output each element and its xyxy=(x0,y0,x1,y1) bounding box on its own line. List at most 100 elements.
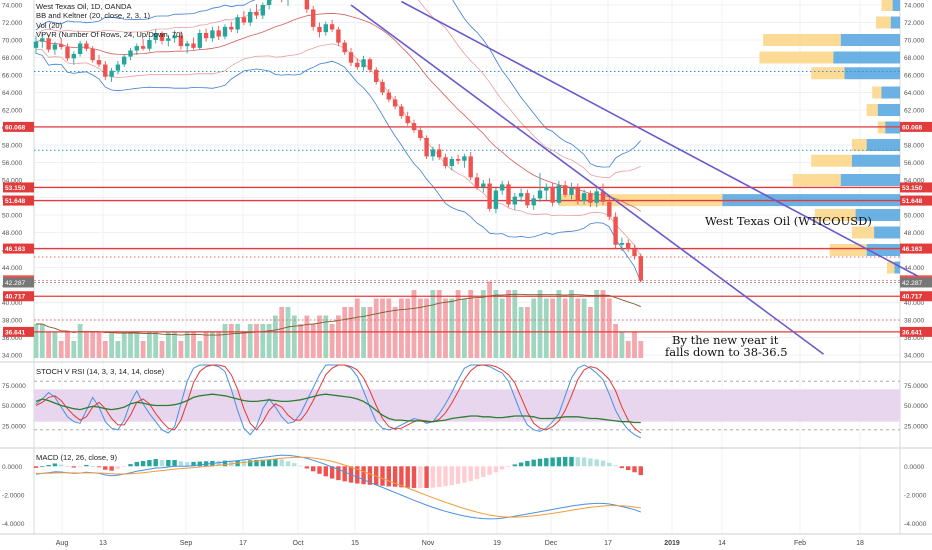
candle-body xyxy=(323,24,328,33)
candle-body xyxy=(235,17,240,30)
level-tag-right-text: 51.648 xyxy=(902,198,923,205)
volume-bar xyxy=(77,324,83,358)
candle-body xyxy=(556,185,562,203)
volume-bar xyxy=(480,290,486,358)
macd-histogram-bar xyxy=(178,461,184,467)
macd-histogram-bar xyxy=(632,466,637,473)
volume-bar xyxy=(147,332,152,358)
level-tag-right-text: 46.163 xyxy=(902,246,923,253)
candle-body xyxy=(392,99,398,107)
macd-histogram-bar xyxy=(481,466,486,477)
volume-bar xyxy=(273,315,278,358)
macd-histogram-bar xyxy=(254,460,259,467)
stoch-tick-right: 25.0000 xyxy=(904,423,928,430)
volume-bar xyxy=(506,290,511,358)
price-tick-right: 44.000 xyxy=(904,265,925,272)
volume-bar xyxy=(562,298,568,358)
vpvr-row-up xyxy=(851,139,867,151)
candle-body xyxy=(266,0,272,5)
volume-bar xyxy=(594,290,600,358)
channel-upper-line xyxy=(401,0,919,277)
macd-histogram-bar xyxy=(581,457,587,467)
candle-body xyxy=(46,38,51,50)
macd-histogram-bar xyxy=(468,466,473,482)
macd-histogram-bar xyxy=(260,459,265,467)
macd-histogram-bar xyxy=(613,465,618,467)
candle-body xyxy=(531,198,536,206)
candle-body xyxy=(619,243,625,245)
price-tick-right: 50.000 xyxy=(904,213,925,220)
macd-histogram-bar xyxy=(159,460,165,467)
macd-histogram-bar xyxy=(109,466,114,471)
macd-histogram-bar xyxy=(405,466,410,488)
candle-body xyxy=(153,33,158,40)
macd-histogram-bar xyxy=(266,459,272,467)
macd-histogram-bar xyxy=(140,460,146,467)
macd-histogram-bar xyxy=(374,466,379,486)
volume-bar xyxy=(417,298,423,358)
price-tag-right xyxy=(900,277,932,288)
vpvr-row-down xyxy=(844,67,900,80)
chart-legend: West Texas Oil, 1D, OANDA BB and Keltner… xyxy=(36,2,183,39)
candle-body xyxy=(632,249,637,257)
level-tag-right xyxy=(900,195,932,206)
price-tick-right: 54.000 xyxy=(904,178,925,185)
macd-histogram-bar xyxy=(563,456,568,467)
candle-body xyxy=(191,43,196,48)
x-axis-label: 15 xyxy=(351,540,359,547)
price-tick-left: 50.000 xyxy=(2,213,23,220)
macd-histogram-bar xyxy=(531,459,536,467)
candle-body xyxy=(380,82,385,93)
level-tag-left-text: 53.150 xyxy=(5,185,26,192)
candle-body xyxy=(115,64,121,71)
vpvr-row-up xyxy=(887,261,895,274)
candle-body xyxy=(197,33,202,48)
macd-histogram-bar xyxy=(185,462,190,467)
volume-bar xyxy=(310,324,316,358)
volume-bar xyxy=(172,332,177,358)
macd-histogram-bar xyxy=(40,466,45,468)
macd-histogram-bar xyxy=(424,466,429,488)
volume-bar xyxy=(487,281,492,358)
candle-body xyxy=(254,12,259,16)
vpvr-row-down xyxy=(881,86,900,99)
candle-body xyxy=(122,56,127,65)
price-tick-right: 38.000 xyxy=(904,318,925,325)
candle-body xyxy=(367,59,373,70)
price-tick-left: 34.000 xyxy=(2,353,23,360)
x-axis-label: Nov xyxy=(422,540,435,547)
candle-body xyxy=(222,26,228,37)
macd-histogram-bar xyxy=(285,461,291,467)
volume-bar xyxy=(329,324,335,358)
macd-histogram-bar xyxy=(222,460,228,467)
bollinger-band-lower xyxy=(35,52,642,283)
volume-bar xyxy=(373,298,379,358)
level-tag-right-text: 40.717 xyxy=(902,294,923,301)
volume-bar xyxy=(600,290,606,358)
level-tag-right-text: 53.150 xyxy=(902,185,923,192)
macd-histogram-bar xyxy=(462,466,467,483)
price-tick-right: 56.000 xyxy=(904,160,925,167)
volume-bar xyxy=(336,315,341,358)
macd-histogram-bar xyxy=(430,466,436,488)
macd-line xyxy=(35,454,641,520)
macd-histogram-bar xyxy=(329,466,335,479)
macd-signal-line xyxy=(36,456,641,518)
volume-bar xyxy=(354,298,360,358)
volume-bar xyxy=(210,332,215,358)
vpvr-row-down xyxy=(855,209,900,221)
level-tag-right-text: 60.068 xyxy=(902,124,923,131)
rsi-line xyxy=(35,393,641,424)
vpvr-row-down xyxy=(866,139,900,151)
x-axis-label: 17 xyxy=(604,540,612,547)
macd-histogram-bar xyxy=(336,466,341,481)
candle-body xyxy=(134,46,139,51)
price-tick-right: 74.000 xyxy=(904,3,925,10)
candle-body xyxy=(607,201,612,217)
forecast-annotation-line1: By the new year it xyxy=(672,333,779,347)
stoch-tick-left: 50.0000 xyxy=(2,403,26,410)
price-tick-left: 54.000 xyxy=(2,178,23,185)
candle-body xyxy=(600,191,606,202)
price-tick-left: 62.000 xyxy=(2,108,23,115)
